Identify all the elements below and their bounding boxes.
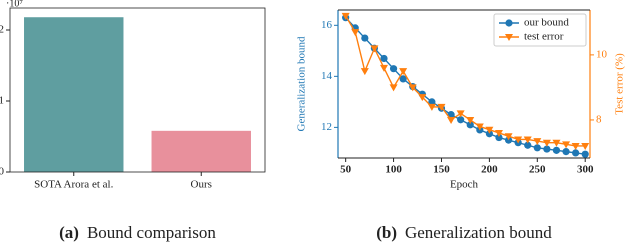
- point: [523, 136, 532, 144]
- x-tick-label: 300: [577, 164, 594, 176]
- point: [524, 141, 532, 149]
- y2-tick-label: 10: [596, 48, 608, 60]
- point: [360, 68, 369, 76]
- legend-label: our bound: [524, 17, 569, 29]
- y-tick-label: 1: [0, 95, 4, 107]
- point: [466, 116, 475, 124]
- point: [533, 138, 542, 146]
- point: [418, 94, 427, 102]
- x-tick-label: SOTA Arora et al.: [34, 179, 113, 191]
- y-multiplier: ·10⁷: [6, 0, 23, 9]
- point: [399, 75, 407, 83]
- point: [466, 121, 474, 129]
- y-tick-label: 12: [321, 121, 332, 133]
- legend-marker: [505, 19, 513, 27]
- x-tick-label: 100: [385, 164, 402, 176]
- point: [485, 130, 493, 138]
- x-tick-label: Ours: [191, 179, 212, 191]
- x-axis-label: Epoch: [450, 179, 479, 191]
- point: [341, 12, 350, 20]
- bar: [151, 130, 251, 172]
- y-tick-label: 0: [0, 166, 5, 178]
- point: [533, 144, 541, 152]
- x-tick-label: 50: [340, 164, 352, 176]
- point: [494, 129, 503, 137]
- x-tick-label: 250: [529, 164, 546, 176]
- point: [380, 54, 388, 63]
- point: [447, 116, 456, 124]
- point: [389, 84, 398, 92]
- x-tick-label: 200: [481, 164, 498, 176]
- point: [495, 133, 503, 142]
- legend-box: [493, 13, 587, 47]
- plot-frame: [9, 7, 266, 173]
- point: [457, 116, 465, 124]
- y-tick-label: 16: [321, 19, 333, 31]
- caption-text: Bound comparison: [87, 223, 216, 242]
- caption: (a) Bound comparison: [59, 223, 216, 242]
- point: [408, 84, 417, 92]
- caption-label: (a): [59, 223, 79, 242]
- point: [542, 139, 551, 147]
- point: [427, 103, 436, 111]
- point: [351, 29, 360, 37]
- point: [361, 34, 369, 42]
- x-tick-label: 150: [433, 164, 450, 176]
- point: [552, 139, 561, 147]
- point: [370, 45, 379, 53]
- point: [437, 103, 446, 111]
- legend-label: test error: [524, 31, 564, 43]
- bar: [24, 17, 124, 173]
- point: [552, 146, 561, 154]
- point: [475, 123, 484, 131]
- point: [571, 142, 580, 150]
- caption-label: (b): [376, 223, 397, 242]
- point: [562, 148, 570, 156]
- point: [504, 133, 513, 141]
- point: [379, 64, 388, 72]
- point: [543, 145, 551, 153]
- point: [581, 142, 590, 150]
- y-tick-label: 14: [321, 70, 333, 82]
- y-axis-label: Generalization bound: [296, 36, 308, 131]
- caption-text: Generalization bound: [405, 223, 552, 242]
- point: [485, 126, 494, 134]
- point: [456, 110, 465, 118]
- point: [581, 150, 589, 158]
- point: [514, 136, 523, 144]
- caption: (b) Generalization bound: [376, 223, 552, 242]
- legend-marker: [505, 34, 513, 41]
- point: [572, 149, 580, 157]
- point: [562, 141, 571, 149]
- y2-tick-label: 8: [596, 113, 602, 125]
- point: [389, 65, 398, 73]
- point: [399, 68, 408, 76]
- y-tick-label: 2: [0, 24, 4, 36]
- y2-axis-label: Test error (%): [614, 53, 626, 115]
- point: [428, 98, 436, 106]
